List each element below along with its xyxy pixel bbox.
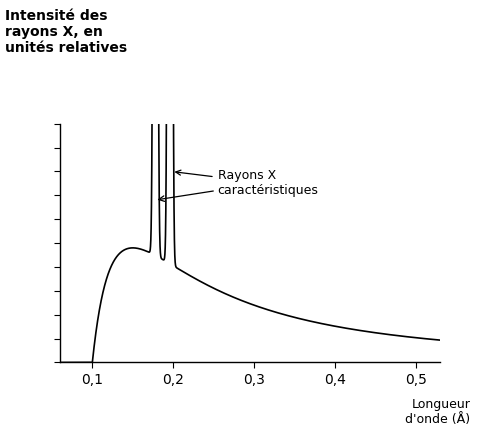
Text: Intensité des
rayons X, en
unités relatives: Intensité des rayons X, en unités relati…	[5, 9, 127, 55]
Text: Longueur
d'onde (Å): Longueur d'onde (Å)	[406, 398, 470, 426]
Text: Rayons X
caractéristiques: Rayons X caractéristiques	[176, 169, 318, 198]
